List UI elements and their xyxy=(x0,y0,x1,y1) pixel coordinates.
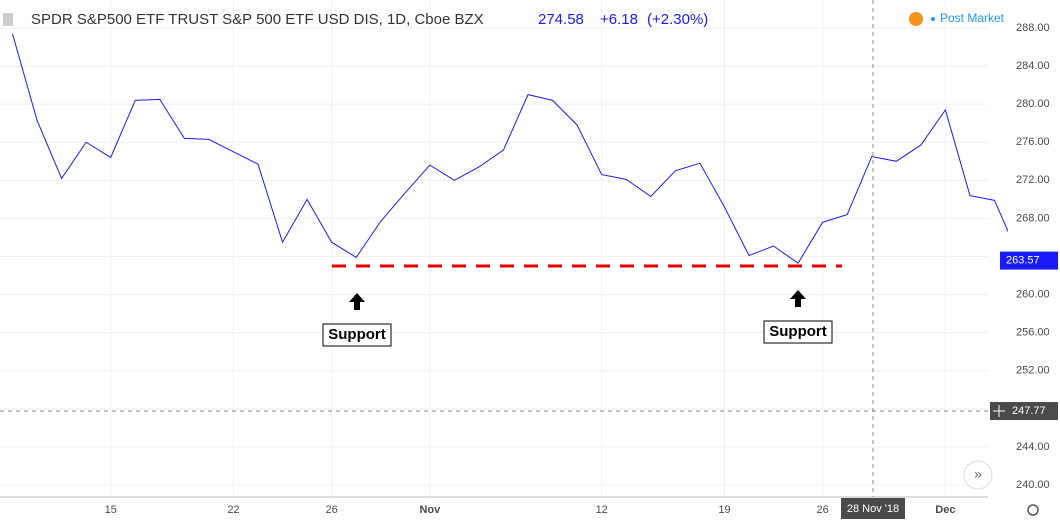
x-tick-label: Nov xyxy=(419,504,441,516)
plot xyxy=(12,33,1008,264)
price-marker-box xyxy=(1000,251,1058,270)
y-tick-label: 244.00 xyxy=(1016,441,1050,453)
price-line xyxy=(12,33,1008,264)
y-tick-label: 284.00 xyxy=(1016,60,1050,72)
support-label: Support xyxy=(328,326,386,343)
y-tick-label: 268.00 xyxy=(1016,212,1050,224)
support-label-box xyxy=(763,320,833,344)
price-change-pct: (+2.30%) xyxy=(647,11,708,28)
crosshair-date-box xyxy=(841,498,905,519)
support-arrow xyxy=(349,293,365,310)
support-label: Support xyxy=(769,323,827,340)
x-tick-label: 15 xyxy=(105,504,117,516)
support-arrow xyxy=(790,290,806,307)
x-tick-label: 19 xyxy=(718,504,730,516)
y-tick-label: 256.00 xyxy=(1016,327,1050,339)
y-tick-label: 260.00 xyxy=(1016,288,1050,300)
session-dot xyxy=(931,17,935,21)
y-tick-label: 252.00 xyxy=(1016,365,1050,377)
y-tick-label: 272.00 xyxy=(1016,174,1050,186)
y-tick-label: 276.00 xyxy=(1016,136,1050,148)
settings-icon[interactable] xyxy=(1027,504,1039,516)
x-tick-label: 26 xyxy=(326,504,338,516)
svg-text:»: » xyxy=(974,466,982,482)
support-label-box xyxy=(322,323,392,347)
x-tick-label: Dec xyxy=(935,504,955,516)
chart-title: SPDR S&P500 ETF TRUST S&P 500 ETF USD DI… xyxy=(31,11,484,28)
warning-icon[interactable] xyxy=(909,12,923,26)
y-tick-label: 280.00 xyxy=(1016,98,1050,110)
scroll-button[interactable]: » xyxy=(963,460,993,490)
grid xyxy=(0,0,988,497)
last-price: 274.58 xyxy=(538,11,584,28)
crosshair-plus xyxy=(993,405,1005,418)
x-tick-label: 26 xyxy=(817,504,829,516)
crosshair-date: 28 Nov '18 xyxy=(847,503,899,515)
price-marker-label: 263.57 xyxy=(1006,254,1040,266)
y-tick-label: 288.00 xyxy=(1016,22,1050,34)
x-tick-label: 12 xyxy=(596,504,608,516)
crosshair-price-box xyxy=(990,402,1058,421)
crosshair-price: 247.77 xyxy=(1012,405,1046,417)
price-change: +6.18 xyxy=(600,11,638,28)
symbol-icon xyxy=(3,13,13,26)
session-label: Post Market xyxy=(940,11,1005,25)
y-tick-label: 240.00 xyxy=(1016,479,1050,491)
x-tick-label: 22 xyxy=(227,504,239,516)
